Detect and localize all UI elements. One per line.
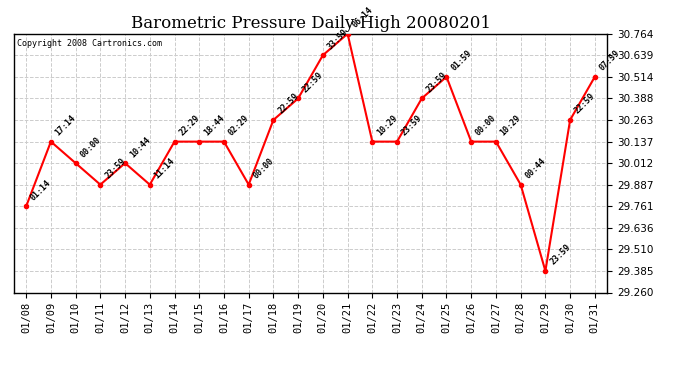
- Title: Barometric Pressure Daily High 20080201: Barometric Pressure Daily High 20080201: [130, 15, 491, 32]
- Text: 22:59: 22:59: [573, 92, 597, 116]
- Text: Copyright 2008 Cartronics.com: Copyright 2008 Cartronics.com: [17, 39, 161, 48]
- Text: 06:14: 06:14: [351, 6, 375, 30]
- Text: 23:59: 23:59: [400, 113, 424, 138]
- Text: 23:59: 23:59: [103, 156, 127, 180]
- Text: 22:59: 22:59: [301, 70, 325, 94]
- Text: 22:29: 22:29: [177, 113, 201, 138]
- Text: 33:59: 33:59: [326, 27, 350, 51]
- Text: 07:59: 07:59: [598, 48, 622, 73]
- Text: 22:59: 22:59: [276, 92, 300, 116]
- Text: 10:44: 10:44: [128, 135, 152, 159]
- Text: 10:29: 10:29: [375, 113, 399, 138]
- Text: 00:00: 00:00: [474, 113, 498, 138]
- Text: 01:14: 01:14: [29, 178, 53, 202]
- Text: 23:59: 23:59: [424, 70, 448, 94]
- Text: 00:44: 00:44: [524, 156, 547, 180]
- Text: 11:14: 11:14: [152, 156, 177, 180]
- Text: 00:00: 00:00: [251, 156, 275, 180]
- Text: 02:29: 02:29: [227, 113, 250, 138]
- Text: 23:59: 23:59: [548, 243, 572, 267]
- Text: 17:14: 17:14: [54, 113, 78, 138]
- Text: 00:00: 00:00: [79, 135, 102, 159]
- Text: 18:44: 18:44: [202, 113, 226, 138]
- Text: 10:29: 10:29: [499, 113, 523, 138]
- Text: 01:59: 01:59: [449, 48, 473, 73]
